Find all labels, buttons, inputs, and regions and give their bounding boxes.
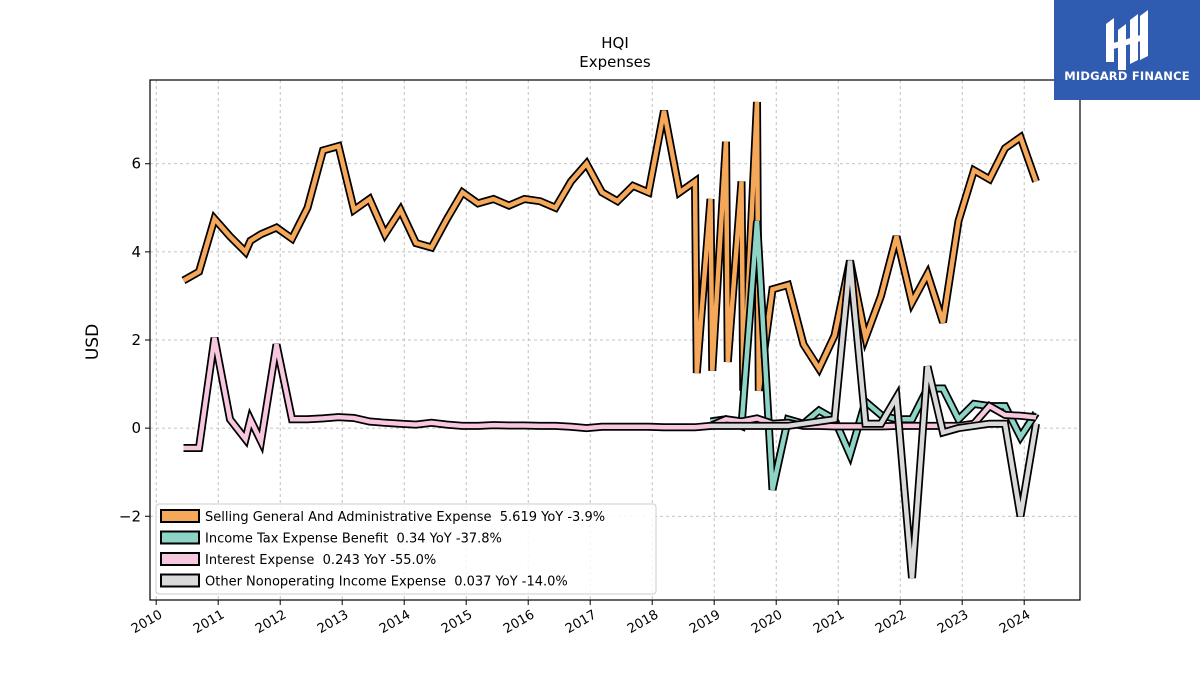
y-tick-label: 6 (131, 155, 141, 173)
x-tick-label: 2015 (439, 607, 475, 637)
series-line-outline (181, 101, 1040, 392)
x-tick-label: 2014 (377, 607, 413, 637)
legend: Selling General And Administrative Expen… (155, 503, 657, 595)
x-tick-label: 2017 (563, 607, 599, 637)
series-layer (181, 101, 1040, 579)
y-axis: −2 0 2 4 6 (119, 155, 150, 525)
y-tick-label: −2 (119, 507, 141, 525)
series-line (183, 337, 1037, 451)
y-tick-label: 0 (131, 419, 141, 437)
legend-box (155, 503, 657, 595)
chart-title: HQI (601, 34, 629, 52)
x-tick-label: 2022 (873, 607, 909, 637)
logo-mark-icon (1106, 10, 1148, 70)
series-line (710, 260, 1039, 579)
x-tick-label: 2016 (501, 607, 537, 637)
chart-subtitle: Expenses (579, 53, 651, 71)
legend-swatch (160, 552, 200, 566)
series-4 (710, 260, 1040, 579)
x-tick-label: 2012 (253, 607, 289, 637)
y-tick-label: 4 (131, 243, 141, 261)
x-tick-label: 2018 (625, 607, 661, 637)
y-tick-label: 2 (131, 331, 141, 349)
legend-label: Other Nonoperating Income Expense 0.037 … (205, 575, 568, 590)
x-tick-label: 2021 (811, 607, 847, 637)
x-tick-label: 2019 (687, 607, 723, 637)
x-tick-label: 2024 (997, 607, 1033, 637)
x-tick-label: 2023 (935, 607, 971, 637)
x-axis: 2010 2011 2012 2013 2014 2015 2016 2017 2018 2019… (129, 600, 1033, 637)
legend-label: Selling General And Administrative Expen… (205, 510, 605, 525)
legend-swatch (160, 509, 200, 523)
series-3 (183, 337, 1037, 455)
legend-label: Income Tax Expense Benefit 0.34 YoY -37.… (205, 532, 502, 547)
x-tick-label: 2020 (749, 607, 785, 637)
series-line (710, 220, 1038, 491)
grid-lines (150, 80, 1080, 600)
legend-label: Interest Expense 0.243 YoY -55.0% (205, 553, 436, 568)
x-tick-label: 2013 (315, 607, 351, 637)
series-line (182, 101, 1039, 392)
series-line-outline (183, 337, 1037, 455)
series-1 (181, 101, 1040, 392)
x-tick-label: 2010 (129, 607, 165, 637)
legend-swatch (160, 573, 200, 588)
brand-logo: MIDGARD FINANCE (1054, 0, 1200, 100)
y-axis-label: USD (83, 324, 103, 360)
series-2 (709, 220, 1040, 491)
legend-swatch (160, 530, 200, 545)
logo-text: MIDGARD FINANCE (1064, 69, 1190, 83)
x-tick-label: 2011 (191, 607, 227, 637)
